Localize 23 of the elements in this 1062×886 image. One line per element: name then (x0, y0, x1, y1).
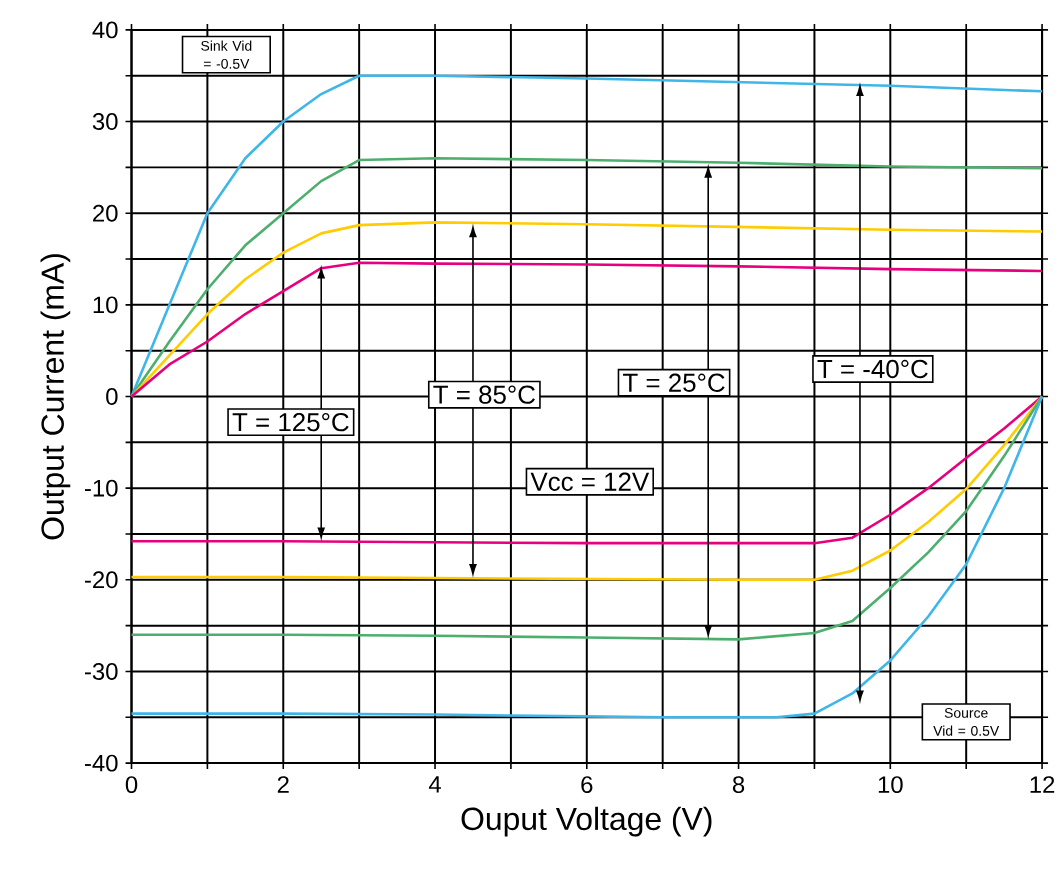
y-tick-label: 20 (93, 204, 118, 222)
y-tick-label: -40 (85, 754, 118, 772)
y-tick-label: -20 (85, 571, 118, 588)
y-tick-label: 10 (93, 296, 118, 313)
y-tick-label: -10 (85, 479, 118, 497)
annotation: T = 25°C (623, 373, 725, 392)
x-tick-label: 6 (581, 775, 593, 793)
x-tick-label: 12 (1030, 775, 1055, 793)
y-tick-label: -30 (85, 662, 118, 680)
y-tick-label: 40 (92, 21, 118, 39)
annotation: T = 85°C (433, 385, 535, 404)
x-tick-label: 2 (277, 775, 289, 793)
annotation: T = -40°C (817, 359, 928, 378)
y-axis-title: Output Current (mA) (40, 253, 71, 540)
annotation: Vcc = 12V (530, 472, 650, 491)
y-tick-label: 0 (106, 387, 118, 405)
annotation: T = 125°C (232, 412, 349, 432)
x-axis-title: Ouput Voltage (V) (461, 806, 712, 837)
x-tick-label: 0 (125, 775, 138, 793)
y-tick-label: 30 (92, 112, 118, 130)
x-tick-label: 8 (732, 775, 745, 793)
x-tick-label: 10 (878, 775, 903, 793)
x-tick-label: 4 (428, 775, 441, 793)
